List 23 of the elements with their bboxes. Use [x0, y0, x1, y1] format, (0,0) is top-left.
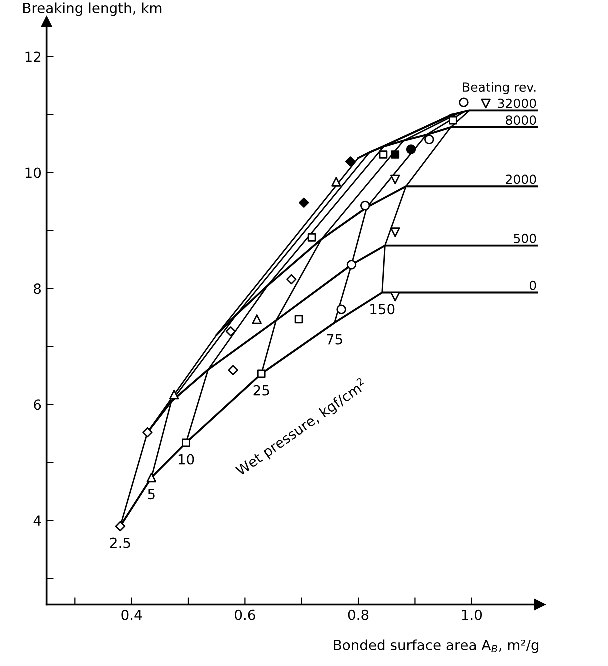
- annotation: 10: [178, 454, 194, 465]
- legend-title: Beating rev.: [463, 82, 536, 94]
- series-label: 32000: [498, 98, 536, 108]
- y-axis-title: Breaking length, km: [24, 2, 162, 16]
- x-tick-label: 1.0: [462, 610, 482, 620]
- y-tick-label: 6: [34, 400, 42, 410]
- y-tick-label: 8: [34, 284, 42, 294]
- annotation: 25: [254, 385, 270, 396]
- y-tick-label: 12: [26, 52, 41, 62]
- annotation: 150: [370, 304, 395, 315]
- x-tick-label: 0.6: [235, 610, 256, 620]
- series-label: 8000: [506, 116, 536, 126]
- annotation: 5: [148, 489, 155, 500]
- series-label: 500: [514, 234, 536, 244]
- x-axis-title: Bonded surface area A$_{B}$, m²/g: [334, 640, 539, 654]
- series-label: 2000: [506, 174, 536, 184]
- y-tick-label: 4: [34, 516, 42, 526]
- annotation: 75: [327, 334, 342, 345]
- y-tick-label: 10: [26, 168, 42, 178]
- series-label: 0: [530, 280, 536, 290]
- annotation: 2.5: [110, 538, 130, 548]
- x-tick-label: 0.8: [348, 610, 369, 620]
- x-tick-label: 0.4: [122, 610, 142, 620]
